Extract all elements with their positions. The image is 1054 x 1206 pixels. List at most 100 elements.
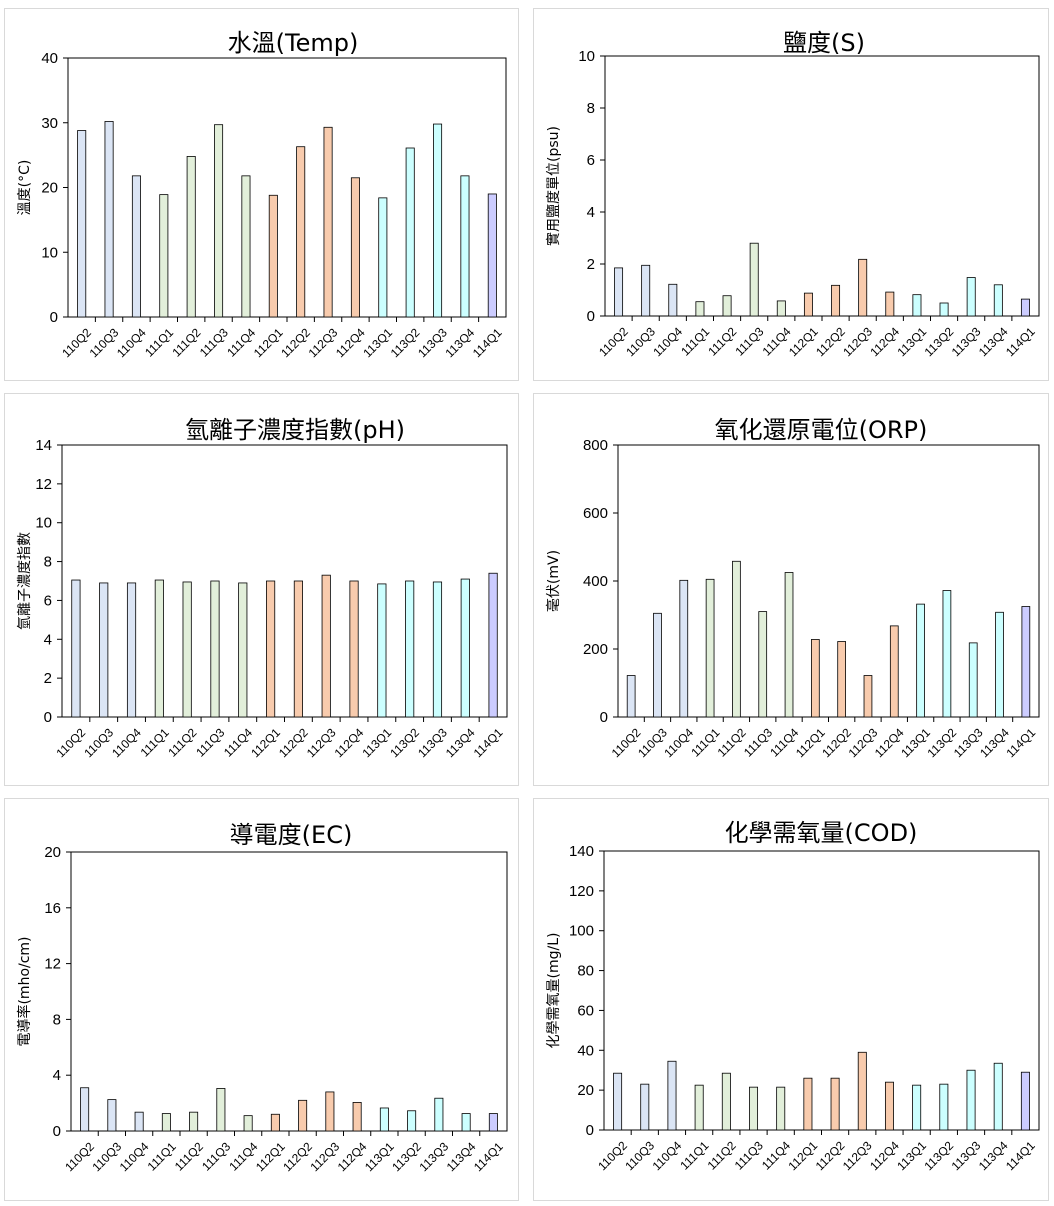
x-tick-label: 111Q1 <box>677 1138 711 1172</box>
x-tick-label: 114Q1 <box>1003 324 1038 359</box>
x-tick-label: 113Q2 <box>389 1139 424 1174</box>
y-tick-label: 400 <box>583 573 608 590</box>
y-tick-label: 20 <box>44 844 61 861</box>
bar <box>626 675 636 718</box>
x-tick-label: 112Q1 <box>253 1139 288 1174</box>
y-tick-label: 60 <box>577 1002 594 1019</box>
bar <box>916 603 925 718</box>
bar <box>776 1086 786 1131</box>
y-tick-label: 30 <box>41 115 58 132</box>
bar <box>1021 606 1031 718</box>
y-tick-label: 4 <box>53 1067 61 1084</box>
y-tick-label: 20 <box>577 1082 594 1099</box>
bar <box>810 639 820 718</box>
chart-panel-ph: 氫離子濃度指數(pH) 0 2 4 6 8 10 12 14 氫離子濃度指數 110Q2 110Q3 1… <box>4 393 519 786</box>
bar <box>296 146 306 318</box>
bar <box>695 301 705 317</box>
y-tick-label: 12 <box>44 956 61 973</box>
x-tick-label: 111Q1 <box>678 324 712 358</box>
y-tick-label: 20 <box>41 180 58 197</box>
bar <box>407 1110 417 1132</box>
y-tick-label: 14 <box>35 437 52 454</box>
x-tick-label: 112Q4 <box>867 324 902 359</box>
x-tick-label: 113Q3 <box>415 325 450 360</box>
bar <box>966 277 976 317</box>
x-tick-label: 113Q4 <box>444 1139 479 1174</box>
x-tick-label: 111Q3 <box>197 325 231 359</box>
bar <box>405 580 415 718</box>
bar <box>154 579 164 718</box>
bar <box>993 284 1003 317</box>
x-tick-label: 112Q1 <box>786 324 821 359</box>
bar <box>377 583 387 718</box>
bar <box>238 582 248 718</box>
bar <box>912 294 922 317</box>
x-tick-label: 113Q2 <box>388 325 423 360</box>
chart-title: 氧化還原電位(ORP) <box>715 416 928 444</box>
x-tick-label: 111Q4 <box>224 325 258 359</box>
bar <box>134 1111 144 1132</box>
x-tick-label: 111Q3 <box>732 1138 766 1172</box>
chart-panel-temp: 水溫(Temp) 0 10 20 30 40 溫度(°C) 110Q2 110Q3 110Q4 11… <box>4 8 519 381</box>
y-axis-label: 毫伏(mV) <box>545 550 562 612</box>
y-tick-label: 0 <box>600 709 608 726</box>
y-tick-label: 40 <box>41 50 58 67</box>
y-axis-label: 溫度(°C) <box>17 160 33 216</box>
bar <box>460 578 470 718</box>
x-tick-label: 112Q2 <box>278 325 313 360</box>
bar <box>968 642 978 718</box>
x-tick-label: 110Q3 <box>622 1138 657 1173</box>
y-tick-label: 2 <box>587 256 595 273</box>
x-tick-label: 114Q1 <box>471 1139 506 1174</box>
x-tick-label: 110Q3 <box>87 325 122 360</box>
x-tick-label: 110Q2 <box>54 725 89 760</box>
bar <box>889 625 899 718</box>
x-tick-label: 114Q1 <box>471 725 506 760</box>
bar <box>993 1062 1003 1131</box>
x-tick-label: 111Q4 <box>221 725 255 759</box>
bar <box>749 242 759 317</box>
y-axis-label: 化學需氧量(mg/L) <box>546 933 562 1049</box>
bar <box>758 611 768 718</box>
x-tick-label: 111Q4 <box>226 1139 260 1173</box>
y-tick-label: 10 <box>578 48 595 65</box>
y-axis-label: 實用鹽度單位(psu) <box>545 126 562 246</box>
bar <box>749 1086 759 1131</box>
bar <box>884 1081 894 1131</box>
bar <box>487 193 497 318</box>
bar <box>640 1083 650 1131</box>
y-tick-label: 0 <box>586 1122 594 1139</box>
chart-panel-salinity: 鹽度(S) 0 2 4 6 8 10 實用鹽度單位(psu) 110Q2 110Q3 110Q4 11… <box>533 8 1049 381</box>
x-tick-label: 113Q3 <box>416 1139 451 1174</box>
x-tick-label: 112Q2 <box>276 725 311 760</box>
bar <box>80 1087 90 1132</box>
y-tick-label: 10 <box>41 244 58 261</box>
bar <box>107 1099 117 1132</box>
bar <box>722 295 732 317</box>
bar <box>732 560 741 718</box>
bar <box>857 1051 867 1131</box>
y-tick-label: 120 <box>569 883 594 900</box>
bar <box>830 1077 840 1131</box>
bar <box>461 1113 471 1132</box>
bar <box>241 175 251 318</box>
x-tick-label: 111Q1 <box>145 1139 179 1173</box>
x-tick-label: 113Q3 <box>415 725 450 760</box>
y-tick-label: 600 <box>583 505 608 522</box>
chart-cod: 化學需氧量(COD) 0 20 40 60 80 100 120 140 化學需氧量(mg/L) 1… <box>546 819 1040 1173</box>
y-tick-label: 40 <box>577 1042 594 1059</box>
plot-area <box>604 55 1040 317</box>
y-tick-label: 0 <box>44 709 52 726</box>
bar <box>668 283 678 317</box>
x-tick-label: 113Q4 <box>443 325 478 360</box>
x-tick-label: 112Q3 <box>840 324 875 359</box>
y-tick-label: 4 <box>587 204 595 221</box>
x-tick-label: 110Q4 <box>650 324 685 359</box>
x-tick-label: 112Q1 <box>786 1138 821 1173</box>
x-tick-label: 110Q2 <box>59 325 94 360</box>
x-tick-label: 112Q2 <box>813 324 848 359</box>
bar <box>433 123 443 318</box>
x-tick-label: 110Q4 <box>661 725 696 760</box>
bar <box>99 582 109 718</box>
x-tick-label: 111Q2 <box>172 1139 206 1173</box>
